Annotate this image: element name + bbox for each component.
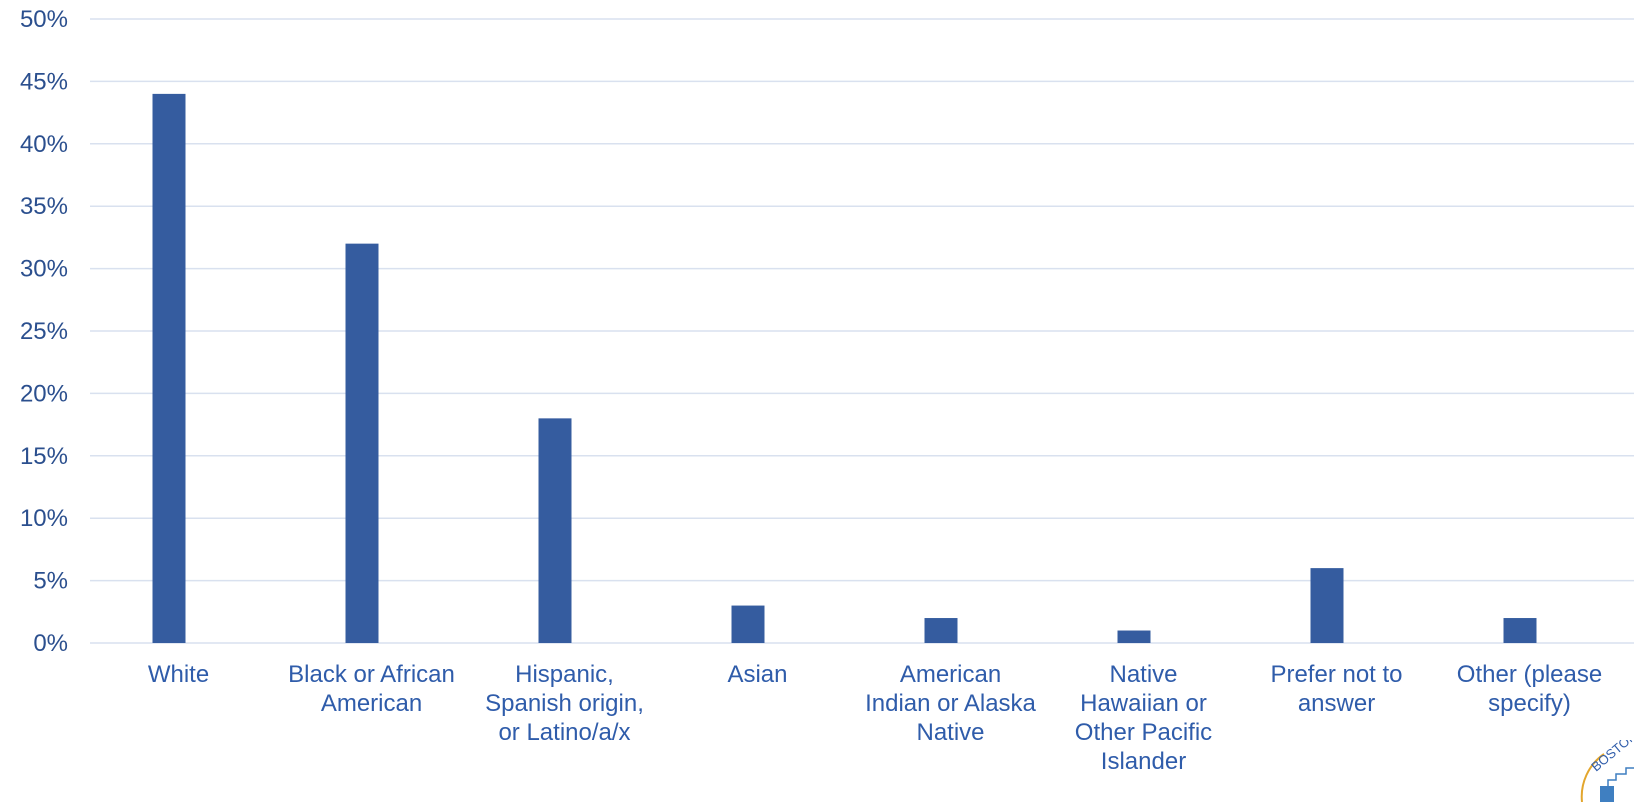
y-tick-label: 0% [33,630,68,657]
x-category-label: Other (please specify) [1457,661,1602,717]
x-category-label: Black or African American [288,661,455,717]
x-category-label: Native Hawaiian or Other Pacific Islander [1075,661,1212,775]
bars [152,93,1537,643]
x-category-label: Asian [727,661,787,688]
y-tick-label: 15% [20,443,68,470]
y-tick-label: 25% [20,318,68,345]
y-tick-label: 30% [20,256,68,283]
bar [924,618,958,643]
y-tick-label: 10% [20,505,68,532]
bar [345,243,379,643]
bar [1310,568,1344,643]
logo-text: BOSTON [1588,740,1634,774]
x-axis-category-labels: White Black or African American Hispanic, Sp… [148,661,1602,775]
y-tick-label: 20% [20,380,68,407]
gridlines [90,18,1634,644]
bar [731,605,765,643]
bar [538,418,572,643]
y-tick-label: 50% [20,6,68,33]
boston-logo: BOSTON [1580,740,1634,802]
bar [1117,630,1151,643]
logo-ring [1580,753,1605,802]
y-tick-label: 40% [20,131,68,158]
logo-building-outline [1607,767,1634,802]
y-tick-label: 5% [33,568,68,595]
x-category-label: Prefer not to answer [1270,661,1402,717]
x-category-label: Hispanic, Spanish origin, or Latino/a/x [485,661,644,746]
x-category-label: White [148,661,209,688]
x-category-label: American Indian or Alaska Native [865,661,1036,746]
bar [152,93,186,643]
logo-building-block [1600,786,1614,802]
bar [1503,618,1537,643]
y-tick-label: 45% [20,68,68,95]
y-axis-tick-labels: 0% 5% 10% 15% 20% 25% 30% 35% 40% 45% 50% [20,6,68,657]
y-tick-label: 35% [20,193,68,220]
